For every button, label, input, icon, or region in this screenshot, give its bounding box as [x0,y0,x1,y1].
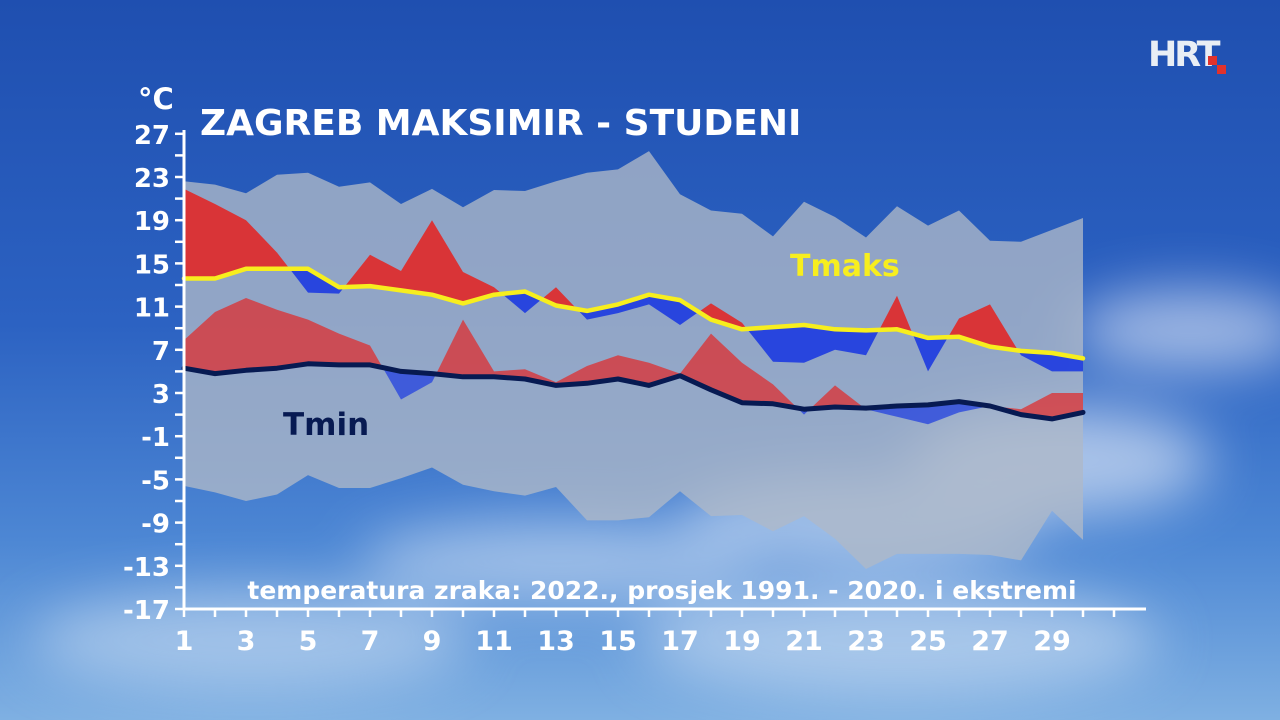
warm-tmin-anomaly-day-2 [215,298,246,374]
warm-tmax-anomaly-day-24 [897,295,913,334]
cold-tmax-anomaly-day-24 [912,333,928,372]
cold-tmax-anomaly-day-4 [289,268,308,293]
x-tick-label-1: 1 [175,626,194,657]
warm-tmax-anomaly-day-27 [990,304,1019,351]
cold-tmin-anomaly-day-25 [928,401,959,425]
warm-tmin-anomaly-day-18 [711,333,742,403]
series-lines-layer [181,266,1086,422]
warm-tmin-anomaly-day-22 [835,385,865,409]
warm-tmax-anomaly-day-7 [370,254,401,291]
warm-tmax-anomaly-day-13 [556,287,578,310]
y-tick-label--5: -5 [141,466,170,496]
cold-tmax-anomaly-day-20 [773,325,804,363]
chart-subtitle: temperatura zraka: 2022., prosjek 1991. … [247,576,1076,605]
cold-tmax-anomaly-day-11 [502,291,525,314]
cold-tmin-anomaly-day-8 [401,371,432,400]
warm-tmax-anomaly-day-2 [215,204,246,279]
warm-tmin-anomaly-day-1 [184,312,215,374]
legend-tmaks: Tmaks [790,249,900,284]
chart-title: ZAGREB MAKSIMIR - STUDENI [200,103,801,144]
y-tick-label-27: 27 [134,121,170,151]
warm-tmax-anomaly-day-8 [401,220,432,295]
y-tick-label-11: 11 [134,294,170,324]
warm-tmax-anomaly-day-9 [432,220,463,304]
warm-tmin-anomaly-day-17 [680,333,711,390]
warm-tmin-anomaly-day-14 [587,355,618,384]
labels-layer: °C ZAGREB MAKSIMIR - STUDENI temperatura… [138,82,1077,605]
warm-tmax-anomaly-day-26 [959,304,990,347]
cold-tmax-anomaly-day-16 [649,294,680,325]
warm-tmin-anomaly-day-10 [463,319,494,377]
tmax-average-line [181,266,1086,361]
x-tick-label-11: 11 [475,626,513,657]
x-tick-label-15: 15 [599,626,637,657]
logo-square-1 [1208,56,1217,65]
logo-square-2 [1217,65,1226,74]
x-tick-label-13: 13 [537,626,575,657]
warm-tmin-anomaly-day-9 [436,319,463,377]
anomaly-layer [184,188,1083,425]
x-tick-label-25: 25 [909,626,947,657]
x-tick-label-5: 5 [299,626,318,657]
hrt-logo-text: HRT [1148,35,1221,75]
cold-tmax-anomaly-day-23 [866,329,880,356]
warm-tmax-anomaly-day-18 [711,303,742,330]
tmin-average-line [181,361,1086,422]
cold-tmax-anomaly-day-25 [928,337,948,372]
warm-tmin-anomaly-day-13 [556,366,587,386]
warm-tmin-anomaly-day-4 [277,309,308,369]
cold-tmin-anomaly-day-7 [382,367,401,400]
x-tick-label-29: 29 [1033,626,1071,657]
warm-tmax-anomaly-day-1 [184,188,215,279]
warm-tmin-anomaly-day-21 [810,385,835,409]
cold-tmax-anomaly-day-17 [680,300,699,325]
x-tick-label-9: 9 [423,626,442,657]
warm-tmin-anomaly-day-19 [742,362,773,404]
cold-tmin-anomaly-day-24 [897,404,928,425]
x-tick-label-17: 17 [661,626,699,657]
x-tick-label-23: 23 [847,626,885,657]
x-tick-label-27: 27 [971,626,1009,657]
y-tick-label-15: 15 [134,250,170,280]
y-tick-label--17: -17 [123,596,170,626]
y-tick-label-7: 7 [152,337,170,367]
cold-tmax-anomaly-day-22 [835,329,866,356]
y-tick-label-19: 19 [134,207,170,237]
x-tick-label-21: 21 [785,626,823,657]
warm-tmin-anomaly-day-16 [649,362,680,386]
cold-tmax-anomaly-day-28 [1021,350,1052,372]
warm-tmax-anomaly-day-3 [246,220,277,269]
warm-tmin-anomaly-day-7 [370,345,383,368]
y-tick-label--1: -1 [141,423,170,453]
warm-tmin-anomaly-day-5 [308,319,339,365]
cold-tmax-anomaly-day-21 [804,325,835,363]
y-tick-label--13: -13 [123,553,170,583]
warm-tmax-anomaly-day-12 [541,287,556,306]
cold-tmax-anomaly-day-12 [525,291,542,314]
x-tick-label-7: 7 [361,626,380,657]
warm-tmin-anomaly-day-20 [773,384,798,408]
y-tick-label-23: 23 [134,164,170,194]
x-tick-label-3: 3 [237,626,256,657]
warm-tmin-anomaly-day-3 [246,298,277,371]
y-tick-label--9: -9 [141,510,170,540]
hrt-logo: HRT [1148,35,1226,75]
warm-tmax-anomaly-day-23 [879,295,897,330]
warm-tmax-anomaly-day-6 [344,254,370,287]
warm-tmin-anomaly-day-6 [339,333,370,365]
legend-tmin: Tmin [283,407,369,443]
y-tick-label-3: 3 [152,380,170,410]
cold-tmax-anomaly-day-19 [746,327,773,362]
warm-tmax-anomaly-day-4 [277,252,290,269]
warm-tmin-anomaly-day-15 [618,355,649,386]
x-tick-label-19: 19 [723,626,761,657]
warm-tmax-anomaly-day-25 [948,318,959,338]
y-axis-unit: °C [138,82,174,116]
warm-tmin-anomaly-day-28 [1021,393,1052,419]
